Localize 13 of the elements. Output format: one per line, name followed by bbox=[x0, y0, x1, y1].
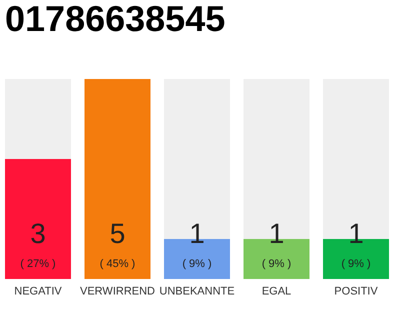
annotation: ( 9% ) bbox=[182, 258, 212, 270]
data-label: 3 bbox=[30, 218, 46, 249]
annotation: ( 9% ) bbox=[262, 258, 292, 270]
annotation: ( 45% ) bbox=[100, 258, 136, 270]
x-tick-label: POSITIV bbox=[334, 286, 378, 298]
x-tick-label: VERWIRREND bbox=[80, 286, 156, 298]
x-tick-label: NEGATIV bbox=[14, 286, 62, 298]
annotation: ( 27% ) bbox=[20, 258, 56, 270]
data-label: 5 bbox=[110, 218, 126, 249]
x-tick-label: EGAL bbox=[262, 286, 292, 298]
x-tick-label: UNBEKANNTE bbox=[159, 286, 235, 298]
chart-title: 01786638545 bbox=[5, 0, 226, 39]
annotation: ( 9% ) bbox=[341, 258, 371, 270]
